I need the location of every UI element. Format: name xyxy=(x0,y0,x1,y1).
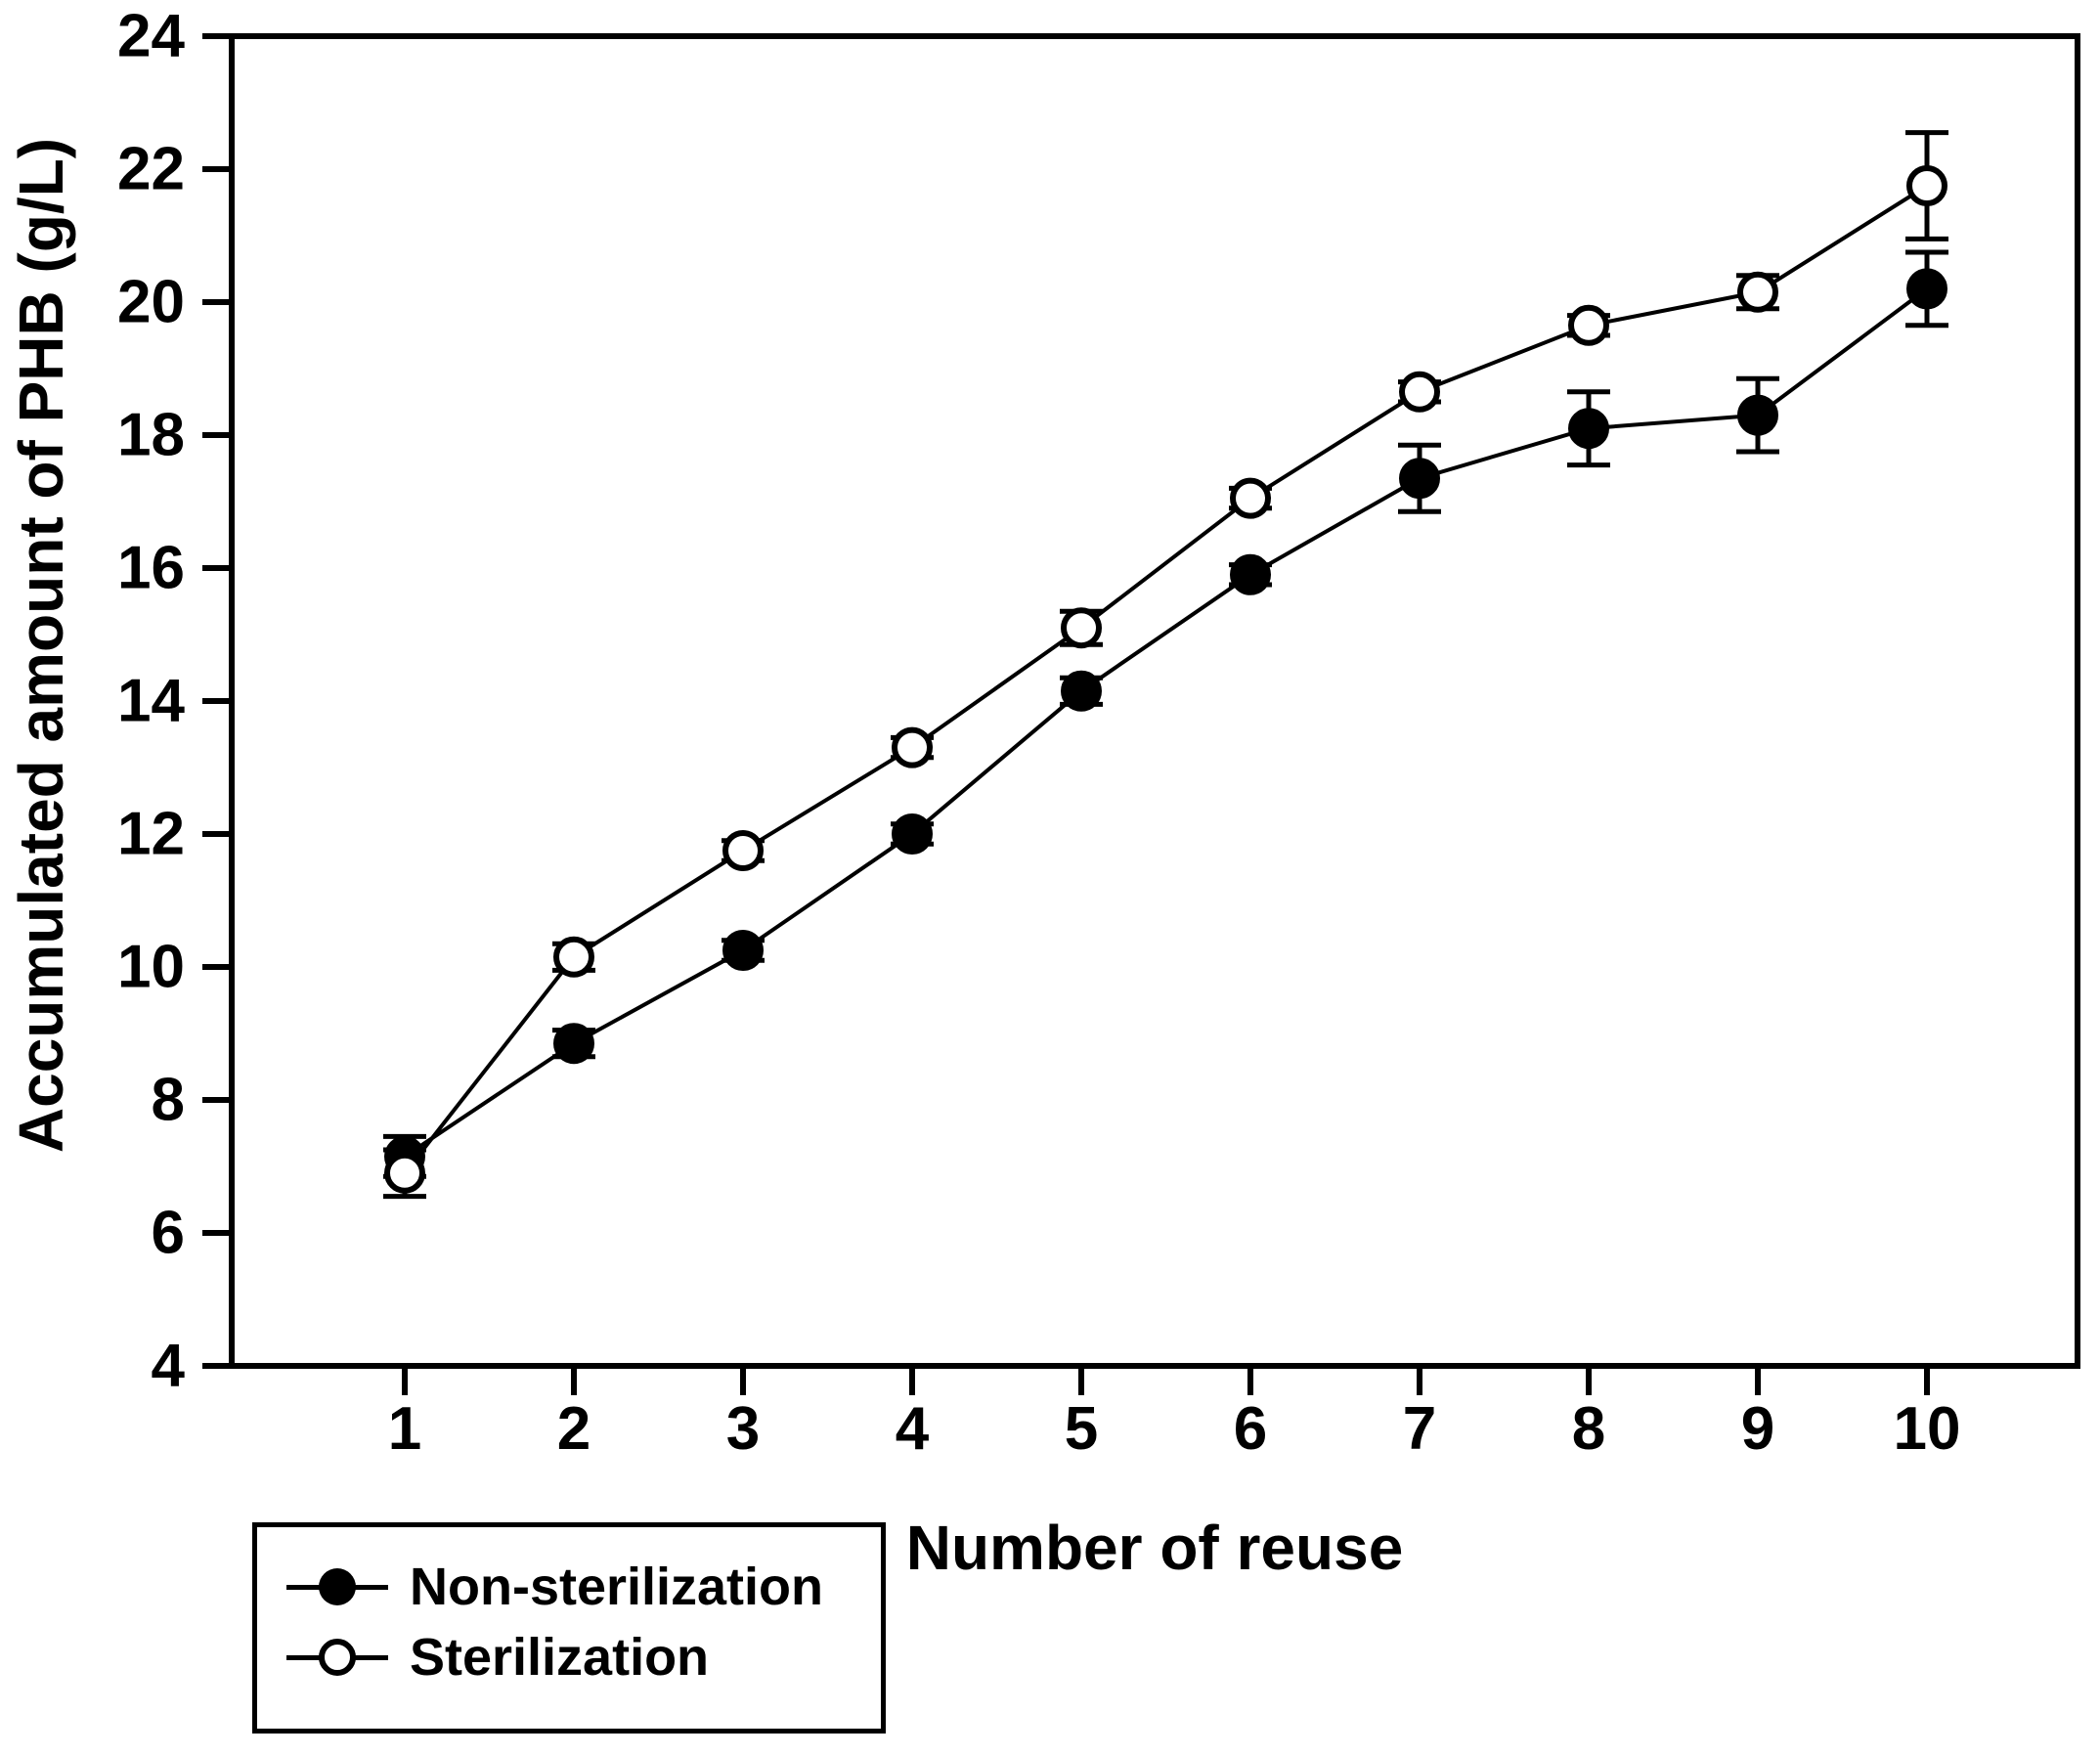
open-circle-data-point xyxy=(1906,165,1947,206)
open-circle-data-point xyxy=(1399,371,1440,413)
legend-label: Sterilization xyxy=(410,1628,710,1687)
legend-label: Non-sterilization xyxy=(410,1558,824,1616)
plot-border xyxy=(229,33,2080,1369)
open-circle-data-point xyxy=(553,936,594,978)
x-tick-label: 6 xyxy=(1234,1395,1267,1463)
x-tick-label: 4 xyxy=(896,1395,930,1463)
open-circle-data-point xyxy=(892,726,933,768)
y-tick-label: 6 xyxy=(152,1200,185,1267)
open-circle-data-point xyxy=(722,830,764,871)
filled-circle-data-point xyxy=(1061,670,1102,712)
series-line-sterilization xyxy=(403,184,1929,1175)
filled-circle-data-point xyxy=(1230,553,1271,595)
open-circle-data-point xyxy=(1230,477,1271,519)
x-axis-title: Number of reuse xyxy=(905,1513,1404,1583)
x-tick-label: 2 xyxy=(557,1395,591,1463)
filled-circle-data-point xyxy=(1399,458,1440,500)
legend-item-non-sterilization: Non-sterilization xyxy=(286,1558,881,1616)
series-line-non-sterilization xyxy=(403,286,1929,1159)
open-circle-marker-icon xyxy=(286,1635,388,1680)
y-tick-label: 8 xyxy=(152,1067,185,1134)
filled-circle-data-point xyxy=(1568,408,1609,450)
y-tick-label: 20 xyxy=(117,269,185,336)
y-tick-label: 22 xyxy=(117,136,185,203)
y-tick-label: 12 xyxy=(117,801,185,868)
filled-circle-data-point xyxy=(1906,268,1947,310)
filled-circle-marker-icon xyxy=(286,1564,388,1609)
y-tick-label: 16 xyxy=(117,535,185,602)
open-circle-data-point xyxy=(1568,304,1609,346)
y-tick-label: 14 xyxy=(117,668,185,735)
x-tick-label: 9 xyxy=(1741,1395,1774,1463)
x-tick-label: 3 xyxy=(726,1395,760,1463)
x-tick-label: 8 xyxy=(1572,1395,1605,1463)
x-tick-label: 7 xyxy=(1403,1395,1436,1463)
open-circle-data-point xyxy=(1737,271,1778,313)
x-tick-label: 5 xyxy=(1065,1395,1098,1463)
filled-circle-data-point xyxy=(553,1023,594,1065)
y-tick-label: 24 xyxy=(117,3,185,70)
filled-circle-data-point xyxy=(1737,394,1778,436)
filled-circle-data-point xyxy=(722,930,764,971)
y-tick-label: 18 xyxy=(117,402,185,469)
x-tick-label: 10 xyxy=(1894,1395,1961,1463)
legend-item-sterilization: Sterilization xyxy=(286,1628,881,1687)
filled-circle-data-point xyxy=(892,813,933,855)
y-tick-label: 10 xyxy=(117,934,185,1001)
y-axis-title: Accumulated amount of PHB (g/L) xyxy=(6,137,76,1154)
open-circle-data-point xyxy=(1061,607,1102,649)
open-circle-data-point xyxy=(384,1152,425,1194)
y-tick-label: 4 xyxy=(152,1333,186,1400)
x-tick-label: 1 xyxy=(388,1395,421,1463)
legend-box: Non-sterilization Sterilization xyxy=(252,1522,886,1734)
